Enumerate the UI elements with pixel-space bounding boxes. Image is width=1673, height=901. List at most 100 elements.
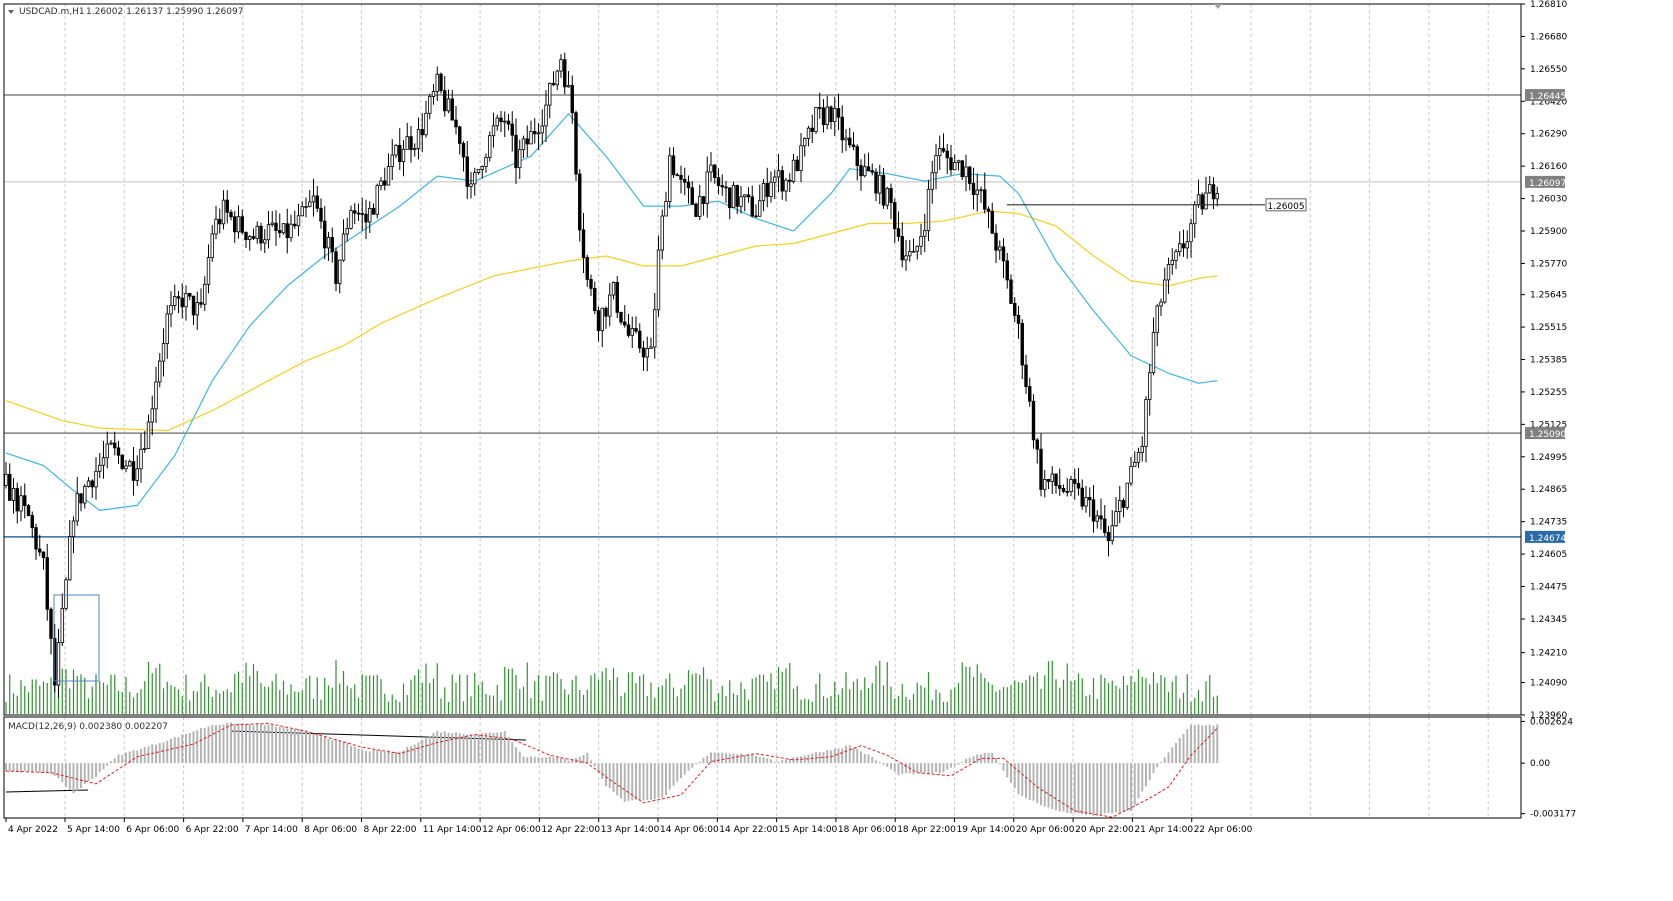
candle	[90, 479, 94, 498]
candle	[600, 307, 604, 348]
candle	[499, 110, 503, 133]
candle	[1151, 317, 1156, 376]
price-level-tag: 1.24674	[1525, 530, 1566, 544]
candle	[619, 311, 623, 325]
candle	[986, 206, 991, 229]
candle	[206, 244, 211, 294]
candle	[1204, 176, 1208, 210]
candle	[109, 440, 113, 446]
candle	[349, 205, 353, 230]
candle	[1200, 192, 1204, 216]
candle	[454, 105, 458, 135]
candle	[270, 211, 274, 227]
candle	[1129, 457, 1133, 486]
candle	[930, 160, 934, 204]
candle	[713, 163, 717, 184]
price-tick-label: 1.24865	[1530, 485, 1567, 495]
candle	[878, 164, 882, 205]
candle	[341, 219, 346, 262]
candle	[968, 166, 972, 191]
candle	[855, 144, 859, 181]
candle	[184, 285, 188, 321]
candle	[750, 185, 754, 218]
candle	[255, 221, 259, 244]
candle	[1208, 175, 1212, 194]
macd-pane-frame	[3, 716, 1522, 819]
candle	[773, 169, 777, 200]
candle	[251, 228, 256, 241]
candle	[484, 153, 488, 173]
candle	[589, 274, 593, 296]
candle	[330, 227, 334, 263]
candle	[26, 503, 31, 517]
candle	[788, 173, 792, 193]
candle	[683, 167, 687, 196]
candle	[866, 152, 871, 172]
candle	[300, 201, 304, 217]
candle	[401, 140, 406, 177]
candle	[941, 133, 946, 153]
divergence-line-macd-low	[5, 789, 89, 793]
candle	[4, 462, 8, 489]
candle	[731, 181, 736, 208]
chart-shift-icon	[1214, 4, 1222, 9]
candle	[998, 240, 1002, 260]
candle	[308, 190, 312, 208]
candle	[345, 217, 349, 242]
candle	[150, 395, 154, 436]
candle	[521, 135, 526, 159]
candle	[934, 143, 938, 190]
candle	[1110, 510, 1114, 545]
candle	[705, 156, 709, 218]
candle	[518, 139, 522, 179]
candle	[236, 205, 241, 239]
candle	[671, 147, 676, 178]
candle	[506, 113, 511, 131]
candle	[1001, 238, 1006, 278]
candle	[128, 459, 132, 467]
price-tick-label: 1.25255	[1530, 388, 1567, 398]
time-tick-label: 6 Apr 06:00	[126, 825, 179, 835]
candle	[709, 152, 713, 182]
price-tick-label: 1.25385	[1530, 356, 1567, 366]
candle	[563, 52, 567, 95]
candle	[326, 232, 331, 261]
candle	[1061, 484, 1066, 494]
candle	[161, 328, 166, 377]
candle	[195, 291, 199, 330]
candle	[143, 431, 147, 453]
candle	[510, 111, 514, 152]
candle	[975, 173, 979, 212]
price-tick-label: 1.23960	[1530, 711, 1567, 721]
candle	[544, 90, 548, 142]
candle	[593, 281, 597, 315]
candle	[574, 110, 578, 182]
macd-tick-label: 0.00	[1530, 759, 1550, 769]
candle	[1020, 319, 1024, 380]
candle	[64, 577, 68, 611]
candle	[780, 165, 784, 200]
candle	[945, 144, 949, 175]
candle	[1058, 468, 1062, 496]
candle	[870, 163, 874, 176]
candle	[274, 210, 278, 246]
candle	[915, 245, 919, 260]
candle	[971, 167, 976, 210]
time-tick-label: 13 Apr 14:00	[601, 825, 660, 835]
candle	[356, 203, 361, 221]
candle	[225, 190, 229, 224]
candle	[1106, 525, 1111, 557]
candle	[1133, 451, 1137, 467]
candle	[1193, 200, 1197, 239]
candle	[1091, 485, 1096, 533]
candle	[836, 93, 841, 131]
time-tick-label: 14 Apr 22:00	[719, 825, 778, 835]
candle	[176, 290, 181, 314]
candle	[728, 187, 732, 220]
time-tick-label: 20 Apr 06:00	[1016, 825, 1075, 835]
macd-signal-line	[5, 722, 1218, 818]
candle	[473, 167, 477, 196]
time-tick-label: 4 Apr 2022	[8, 825, 58, 835]
